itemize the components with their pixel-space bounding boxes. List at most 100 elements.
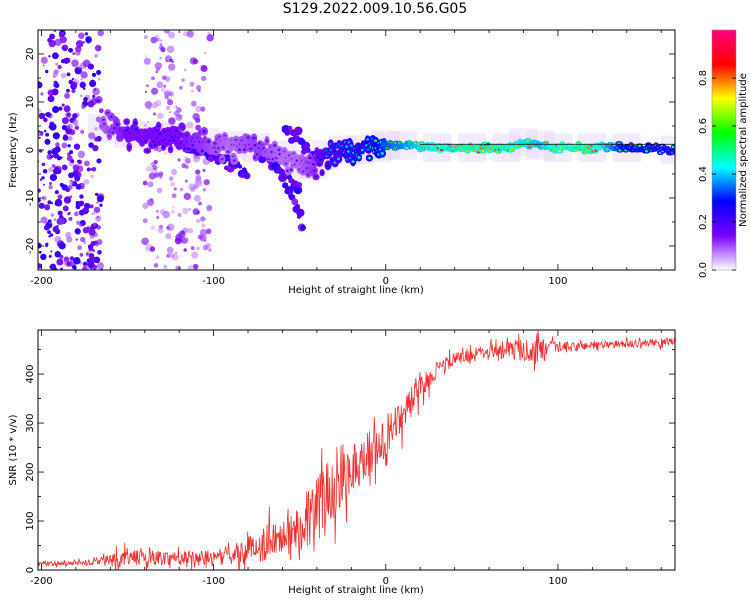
spectrogram-noise-blob: [52, 132, 60, 140]
spectrogram-noise-blob: [163, 84, 167, 88]
spectrogram-noise-blob: [166, 45, 175, 54]
spectrogram-noise-blob: [188, 208, 192, 211]
spectrogram-noise-blob: [57, 210, 63, 216]
spectrogram-noise-blob: [143, 123, 148, 128]
spectrogram-noise-blob: [93, 206, 101, 214]
spectrogram-noise-blob: [49, 154, 54, 159]
spectrogram-noise-blob: [79, 223, 83, 227]
spectrogram-noise-blob: [59, 182, 64, 187]
spectrogram-branch-blob: [296, 182, 303, 188]
spectrogram-noise-blob: [38, 81, 43, 89]
spectrogram-noise-blob: [71, 77, 75, 81]
spectrogram-noise-blob: [180, 230, 185, 235]
spectrogram-noise-blob: [156, 187, 163, 194]
spectrogram-noise-blob: [193, 194, 201, 202]
spectrogram-noise-blob: [54, 251, 61, 258]
spectrogram-noise-blob: [80, 94, 83, 98]
spectrogram-noise-blob: [42, 169, 48, 174]
spectrogram-noise-blob: [96, 201, 99, 204]
colorbar-gradient: [712, 30, 736, 270]
spectrogram-noise-blob: [40, 92, 44, 96]
spectrogram-noise-blob: [159, 42, 163, 46]
spectrogram-noise-blob: [75, 204, 81, 210]
spectrogram-ridge-core: [273, 144, 277, 147]
spectrogram-x-tick-label: 100: [548, 276, 567, 287]
spectrogram-noise-blob: [141, 237, 149, 246]
spectrogram-noise-blob: [98, 108, 104, 114]
spectrogram-noise-blob: [40, 253, 47, 261]
spectrogram-noise-blob: [68, 172, 75, 179]
spectrogram-noise-blob: [191, 100, 197, 107]
spectrogram-noise-blob: [48, 235, 51, 238]
spectrogram-ridge-core: [153, 143, 157, 147]
spectrogram-noise-blob: [169, 111, 172, 114]
spectrogram-ridge-core: [109, 115, 113, 118]
spectrogram-noise-blob: [74, 228, 81, 235]
spectrogram-noise-blob: [168, 117, 176, 125]
spectrogram-noise-blob: [75, 238, 79, 241]
spectrogram-noise-blob: [88, 228, 96, 236]
spectrogram-noise-blob: [205, 242, 211, 249]
spectrogram-noise-blob: [61, 103, 65, 107]
spectrogram-noise-blob: [66, 88, 70, 93]
spectrogram-x-label: Height of straight line (km): [288, 285, 424, 296]
spectrogram-noise-blob: [91, 211, 95, 216]
spectrogram-noise-blob: [38, 188, 41, 193]
spectrogram-noise-blob: [89, 204, 94, 209]
spectrogram-noise-blob: [92, 249, 96, 253]
spectrogram-noise-blob: [47, 150, 52, 155]
spectrogram-branch-blob: [291, 198, 299, 206]
spectrogram-ridge-core: [594, 149, 598, 152]
spectrogram-noise-blob: [197, 89, 201, 93]
spectrogram-noise-blob: [154, 172, 160, 178]
spectrogram-noise-blob: [192, 112, 200, 121]
spectrogram-noise-blob: [50, 250, 53, 253]
spectrogram-noise-blob: [197, 234, 203, 240]
spectrogram-noise-blob: [42, 64, 45, 67]
spectrogram-noise-blob: [71, 264, 77, 270]
spectrogram-noise-blob: [163, 264, 168, 269]
spectrogram-noise-blob: [77, 159, 81, 163]
spectrogram-noise-blob: [164, 76, 171, 82]
snr-plot-area: [38, 330, 675, 570]
spectrogram-noise-blob: [54, 38, 62, 46]
spectrogram-noise-blob: [48, 55, 51, 58]
spectrogram-noise-blob: [80, 71, 88, 79]
spectrogram-y-tick-label: 10: [25, 96, 36, 109]
spectrogram-ridge-core: [221, 146, 225, 149]
spectrogram-noise-blob: [181, 163, 187, 169]
spectrogram-noise-blob: [53, 218, 57, 221]
spectrogram-noise-blob: [63, 105, 71, 113]
spectrogram-noise-blob: [171, 193, 177, 199]
spectrogram-noise-blob: [76, 220, 81, 225]
spectrogram-noise-blob: [87, 63, 94, 70]
colorbar-tick-label: 0.8: [698, 70, 709, 86]
spectrogram-noise-blob: [82, 41, 85, 44]
spectrogram-noise-blob: [88, 132, 96, 140]
spectrogram-noise-blob: [187, 265, 194, 270]
spectrogram-noise-blob: [172, 206, 175, 209]
spectrogram-noise-blob: [94, 192, 99, 197]
spectrogram-noise-blob: [73, 257, 81, 265]
spectrogram-noise-blob: [81, 104, 86, 109]
spectrogram-ridge-core: [115, 122, 119, 126]
spectrogram-noise-blob: [173, 110, 180, 117]
spectrogram-noise-blob: [150, 36, 157, 44]
spectrogram-noise-blob: [66, 236, 73, 243]
spectrogram-x-tick-label: 0: [383, 276, 389, 287]
spectrogram-noise-blob: [62, 135, 69, 141]
spectrogram-noise-blob: [69, 256, 75, 261]
spectrogram-noise-blob: [143, 34, 148, 40]
spectrogram-noise-blob: [48, 254, 52, 258]
spectrogram-noise-blob: [45, 111, 52, 118]
spectrogram-noise-blob: [97, 77, 101, 81]
spectrogram-noise-blob: [195, 169, 201, 175]
colorbar-tick-label: 0.2: [698, 214, 709, 230]
spectrogram-noise-blob: [159, 39, 163, 42]
spectrogram-noise-blob: [195, 105, 202, 113]
spectrogram-noise-blob: [98, 159, 101, 163]
spectrogram-noise-blob: [173, 187, 177, 191]
spectrogram-noise-blob: [158, 171, 164, 177]
spectrogram-ridge-core: [336, 157, 341, 161]
spectrogram-noise-blob: [166, 223, 175, 231]
